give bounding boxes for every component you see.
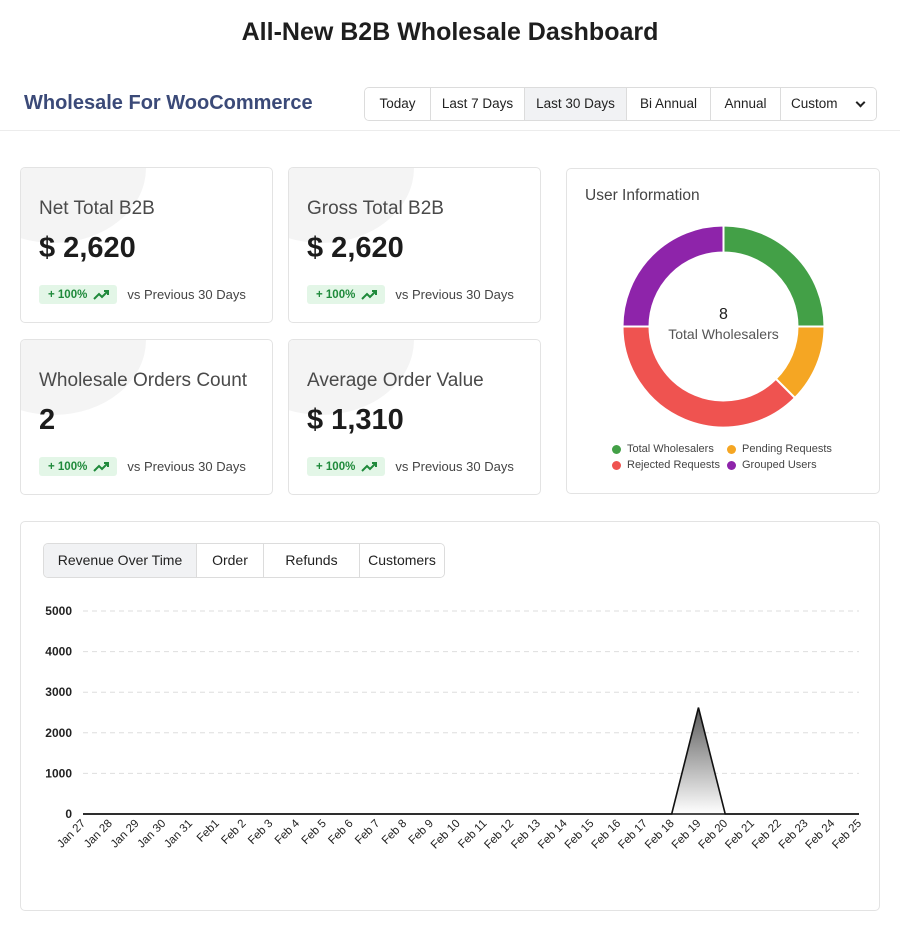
y-tick-label: 5000 [45, 604, 72, 618]
range-annual-button[interactable]: Annual [711, 88, 781, 120]
comparison-text: vs Previous 30 Days [395, 459, 514, 474]
stat-label: Net Total B2B [39, 198, 155, 219]
stat-card-orders-count: Wholesale Orders Count 2 + 100% vs Previ… [20, 339, 273, 495]
range-bi-annual-button[interactable]: Bi Annual [627, 88, 711, 120]
stat-card-gross-total: Gross Total B2B $ 2,620 + 100% vs Previo… [288, 167, 541, 323]
x-tick-label: Feb 12 [482, 818, 516, 852]
chart-tabs: Revenue Over Time Order Refunds Customer… [43, 543, 445, 578]
x-tick-label: Feb 20 [697, 818, 731, 852]
custom-range-label: Custom [791, 96, 838, 111]
x-tick-label: Feb 22 [750, 818, 784, 852]
change-value: + 100% [48, 288, 88, 301]
brand-title: Wholesale For WooCommerce [24, 92, 313, 114]
tab-order[interactable]: Order [197, 544, 264, 577]
change-value: + 100% [316, 460, 356, 473]
legend-item[interactable]: Rejected Requests [612, 459, 727, 471]
x-tick-label: Feb1 [195, 818, 222, 845]
y-tick-label: 1000 [45, 766, 72, 780]
x-tick-label: Jan 28 [82, 818, 115, 851]
trending-up-icon [93, 461, 110, 472]
comparison-text: vs Previous 30 Days [127, 459, 246, 474]
change-badge: + 100% [39, 285, 118, 304]
stat-value: 2 [39, 404, 56, 436]
x-tick-label: Feb 6 [326, 818, 355, 847]
stat-value: $ 1,310 [307, 404, 404, 436]
x-tick-label: Feb 2 [219, 818, 248, 847]
x-tick-label: Feb 8 [380, 818, 409, 847]
stat-card-average-order: Average Order Value $ 1,310 + 100% vs Pr… [288, 339, 541, 495]
range-today-button[interactable]: Today [365, 88, 431, 120]
revenue-chart-card: Revenue Over Time Order Refunds Customer… [20, 521, 880, 911]
donut-segment-3[interactable] [622, 225, 725, 328]
x-tick-label: Feb 10 [429, 818, 463, 852]
stat-card-net-total: Net Total B2B $ 2,620 + 100% vs Previous… [20, 167, 273, 323]
stat-value: $ 2,620 [39, 232, 136, 264]
y-tick-label: 2000 [45, 726, 72, 740]
stat-label: Gross Total B2B [307, 198, 444, 219]
comparison-text: vs Previous 30 Days [395, 287, 514, 302]
x-tick-label: Feb 25 [830, 818, 864, 852]
x-tick-label: Feb 4 [273, 817, 303, 847]
x-tick-label: Jan 27 [55, 818, 88, 851]
donut-legend: Total Wholesalers Pending Requests Rejec… [612, 443, 852, 471]
date-range-selector: Today Last 7 Days Last 30 Days Bi Annual… [364, 87, 877, 121]
x-tick-label: Feb 21 [723, 818, 757, 852]
change-value: + 100% [48, 460, 88, 473]
y-tick-label: 3000 [45, 685, 72, 699]
page-title: All-New B2B Wholesale Dashboard [241, 18, 659, 46]
legend-item[interactable]: Total Wholesalers [612, 443, 727, 455]
legend-item[interactable]: Grouped Users [727, 459, 852, 471]
custom-range-select[interactable]: Custom [781, 88, 876, 120]
x-tick-label: Feb 3 [246, 818, 275, 847]
x-tick-label: Feb 7 [353, 818, 382, 847]
x-tick-label: Feb 15 [563, 818, 597, 852]
tab-customers[interactable]: Customers [360, 544, 444, 577]
change-badge: + 100% [39, 457, 118, 476]
x-tick-label: Jan 29 [109, 818, 142, 851]
x-tick-label: Feb 13 [509, 818, 543, 852]
stat-label: Wholesale Orders Count [39, 370, 248, 391]
user-donut-chart [622, 225, 825, 428]
change-value: + 100% [316, 288, 356, 301]
revenue-area [83, 707, 859, 814]
tab-refunds[interactable]: Refunds [264, 544, 360, 577]
x-tick-label: Feb 19 [670, 818, 704, 852]
user-information-card: User Information 8 Total Wholesalers Tot… [566, 168, 880, 494]
range-last-7-days-button[interactable]: Last 7 Days [431, 88, 525, 120]
range-last-30-days-button[interactable]: Last 30 Days [525, 88, 627, 120]
x-tick-label: Feb 16 [589, 818, 623, 852]
top-bar: Wholesale For WooCommerce Today Last 7 D… [0, 80, 900, 131]
legend-item[interactable]: Pending Requests [727, 443, 852, 455]
donut-center-label: Total Wholesalers [668, 326, 779, 342]
comparison-text: vs Previous 30 Days [127, 287, 246, 302]
change-badge: + 100% [307, 457, 386, 476]
chevron-down-icon [855, 97, 866, 107]
trending-up-icon [361, 289, 378, 300]
tab-revenue-over-time[interactable]: Revenue Over Time [44, 544, 197, 577]
donut-center-value: 8 [719, 306, 728, 323]
trending-up-icon [93, 289, 110, 300]
x-tick-label: Feb 23 [777, 818, 811, 852]
x-tick-label: Feb 18 [643, 818, 677, 852]
x-tick-label: Feb 5 [300, 818, 329, 847]
trending-up-icon [361, 461, 378, 472]
revenue-line [83, 707, 859, 815]
x-tick-label: Jan 31 [162, 818, 195, 851]
y-tick-label: 0 [65, 807, 72, 821]
x-tick-label: Feb 17 [616, 818, 650, 852]
y-tick-label: 4000 [45, 645, 72, 659]
change-badge: + 100% [307, 285, 386, 304]
stat-value: $ 2,620 [307, 232, 404, 264]
user-information-title: User Information [585, 187, 700, 204]
stat-label: Average Order Value [307, 370, 484, 391]
x-tick-label: Jan 30 [135, 818, 168, 851]
